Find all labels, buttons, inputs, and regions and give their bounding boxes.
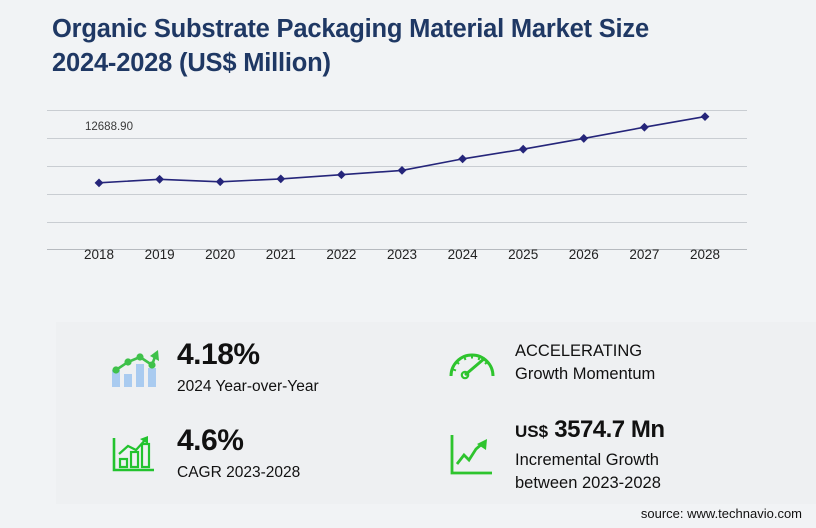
kpi-text: 4.18% 2024 Year-over-Year [177,340,319,397]
kpi-caption: CAGR 2023-2028 [177,464,301,481]
data-point-2020 [215,177,225,187]
kpi-value: ACCELERATING [515,342,643,360]
line-growth-arrow-icon [446,431,498,481]
title-line-1: Organic Substrate Packaging Material Mar… [52,15,649,43]
gridline [47,194,747,195]
data-point-2018 [94,178,104,188]
bar-chart-arrow-outline-icon [108,434,160,476]
kpi-value: 4.18% [177,338,260,371]
kpi-caption-line-1: Incremental Growth [515,451,659,469]
kpi-value: 3574.7 Mn [554,416,665,443]
kpi-caption: 2024 Year-over-Year [177,378,319,395]
gridline [47,138,747,139]
data-point-2026 [579,134,589,143]
data-point-2023 [397,165,407,175]
x-axis-tick-2023: 2023 [386,247,418,262]
data-point-2025 [518,144,528,154]
data-point-2024 [458,154,467,164]
kpi-text: ACCELERATING Growth Momentum [515,340,655,386]
x-axis-tick-2026: 2026 [568,247,599,262]
x-axis-line [47,249,747,250]
x-axis-tick-2028: 2028 [689,247,721,262]
kpi-text: US$ 3574.7 Mn Incremental Growth between… [515,416,665,495]
kpi-value-row: US$ 3574.7 Mn [515,416,665,443]
kpi-incremental-growth: US$ 3574.7 Mn Incremental Growth between… [446,416,665,495]
kpi-year-over-year: 4.18% 2024 Year-over-Year [108,340,319,397]
series-markers [94,112,710,188]
kpi-value: 4.6% [177,424,244,457]
gridline [47,110,747,111]
kpi-unit: US$ [515,422,549,441]
x-axis-labels: 2018 2019 2020 2021 2022 2023 2024 2025 2026 2027… [47,247,747,277]
x-axis-tick-2021: 2021 [265,247,296,262]
kpi-growth-momentum: ACCELERATING Growth Momentum [446,340,655,386]
x-axis-tick-2024: 2024 [447,247,478,262]
x-axis-tick-2020: 2020 [205,247,236,262]
kpi-panel: 4.18% 2024 Year-over-Year 4.6% CAGR 2023… [56,322,816,504]
bar-growth-arrow-icon [108,348,160,390]
data-point-2019 [155,174,164,184]
kpi-caption: Growth Momentum [515,364,656,383]
x-axis-tick-2018: 2018 [83,247,115,262]
data-point-2027 [640,122,649,132]
kpi-text: 4.6% CAGR 2023-2028 [177,426,300,483]
first-point-value-label: 12688.90 [85,121,133,133]
data-point-2022 [337,170,346,180]
kpi-cagr: 4.6% CAGR 2023-2028 [108,426,300,483]
gridline [47,166,747,167]
x-axis-tick-2027: 2027 [629,247,660,262]
chart-series-svg [94,112,710,188]
data-point-2021 [276,174,286,184]
source-label: source: www.technavio.com [640,506,802,521]
data-point-2028 [700,112,710,122]
title-line-2: 2024-2028 (US$ Million) [52,48,331,77]
x-axis-tick-2022: 2022 [326,247,357,262]
kpi-caption-line-2: between 2023-2028 [515,473,661,492]
market-size-line-chart: 12688.90 2018 2019 2020 2021 2022 2023 2024 202… [0,95,816,270]
page-title: Organic Substrate Packaging Material Mar… [52,13,752,80]
speedometer-icon [446,342,498,384]
chart-plot-area: 12688.90 [47,95,747,250]
gridline [47,222,747,223]
x-axis-tick-2025: 2025 [508,247,539,262]
x-axis-tick-2019: 2019 [144,247,175,262]
